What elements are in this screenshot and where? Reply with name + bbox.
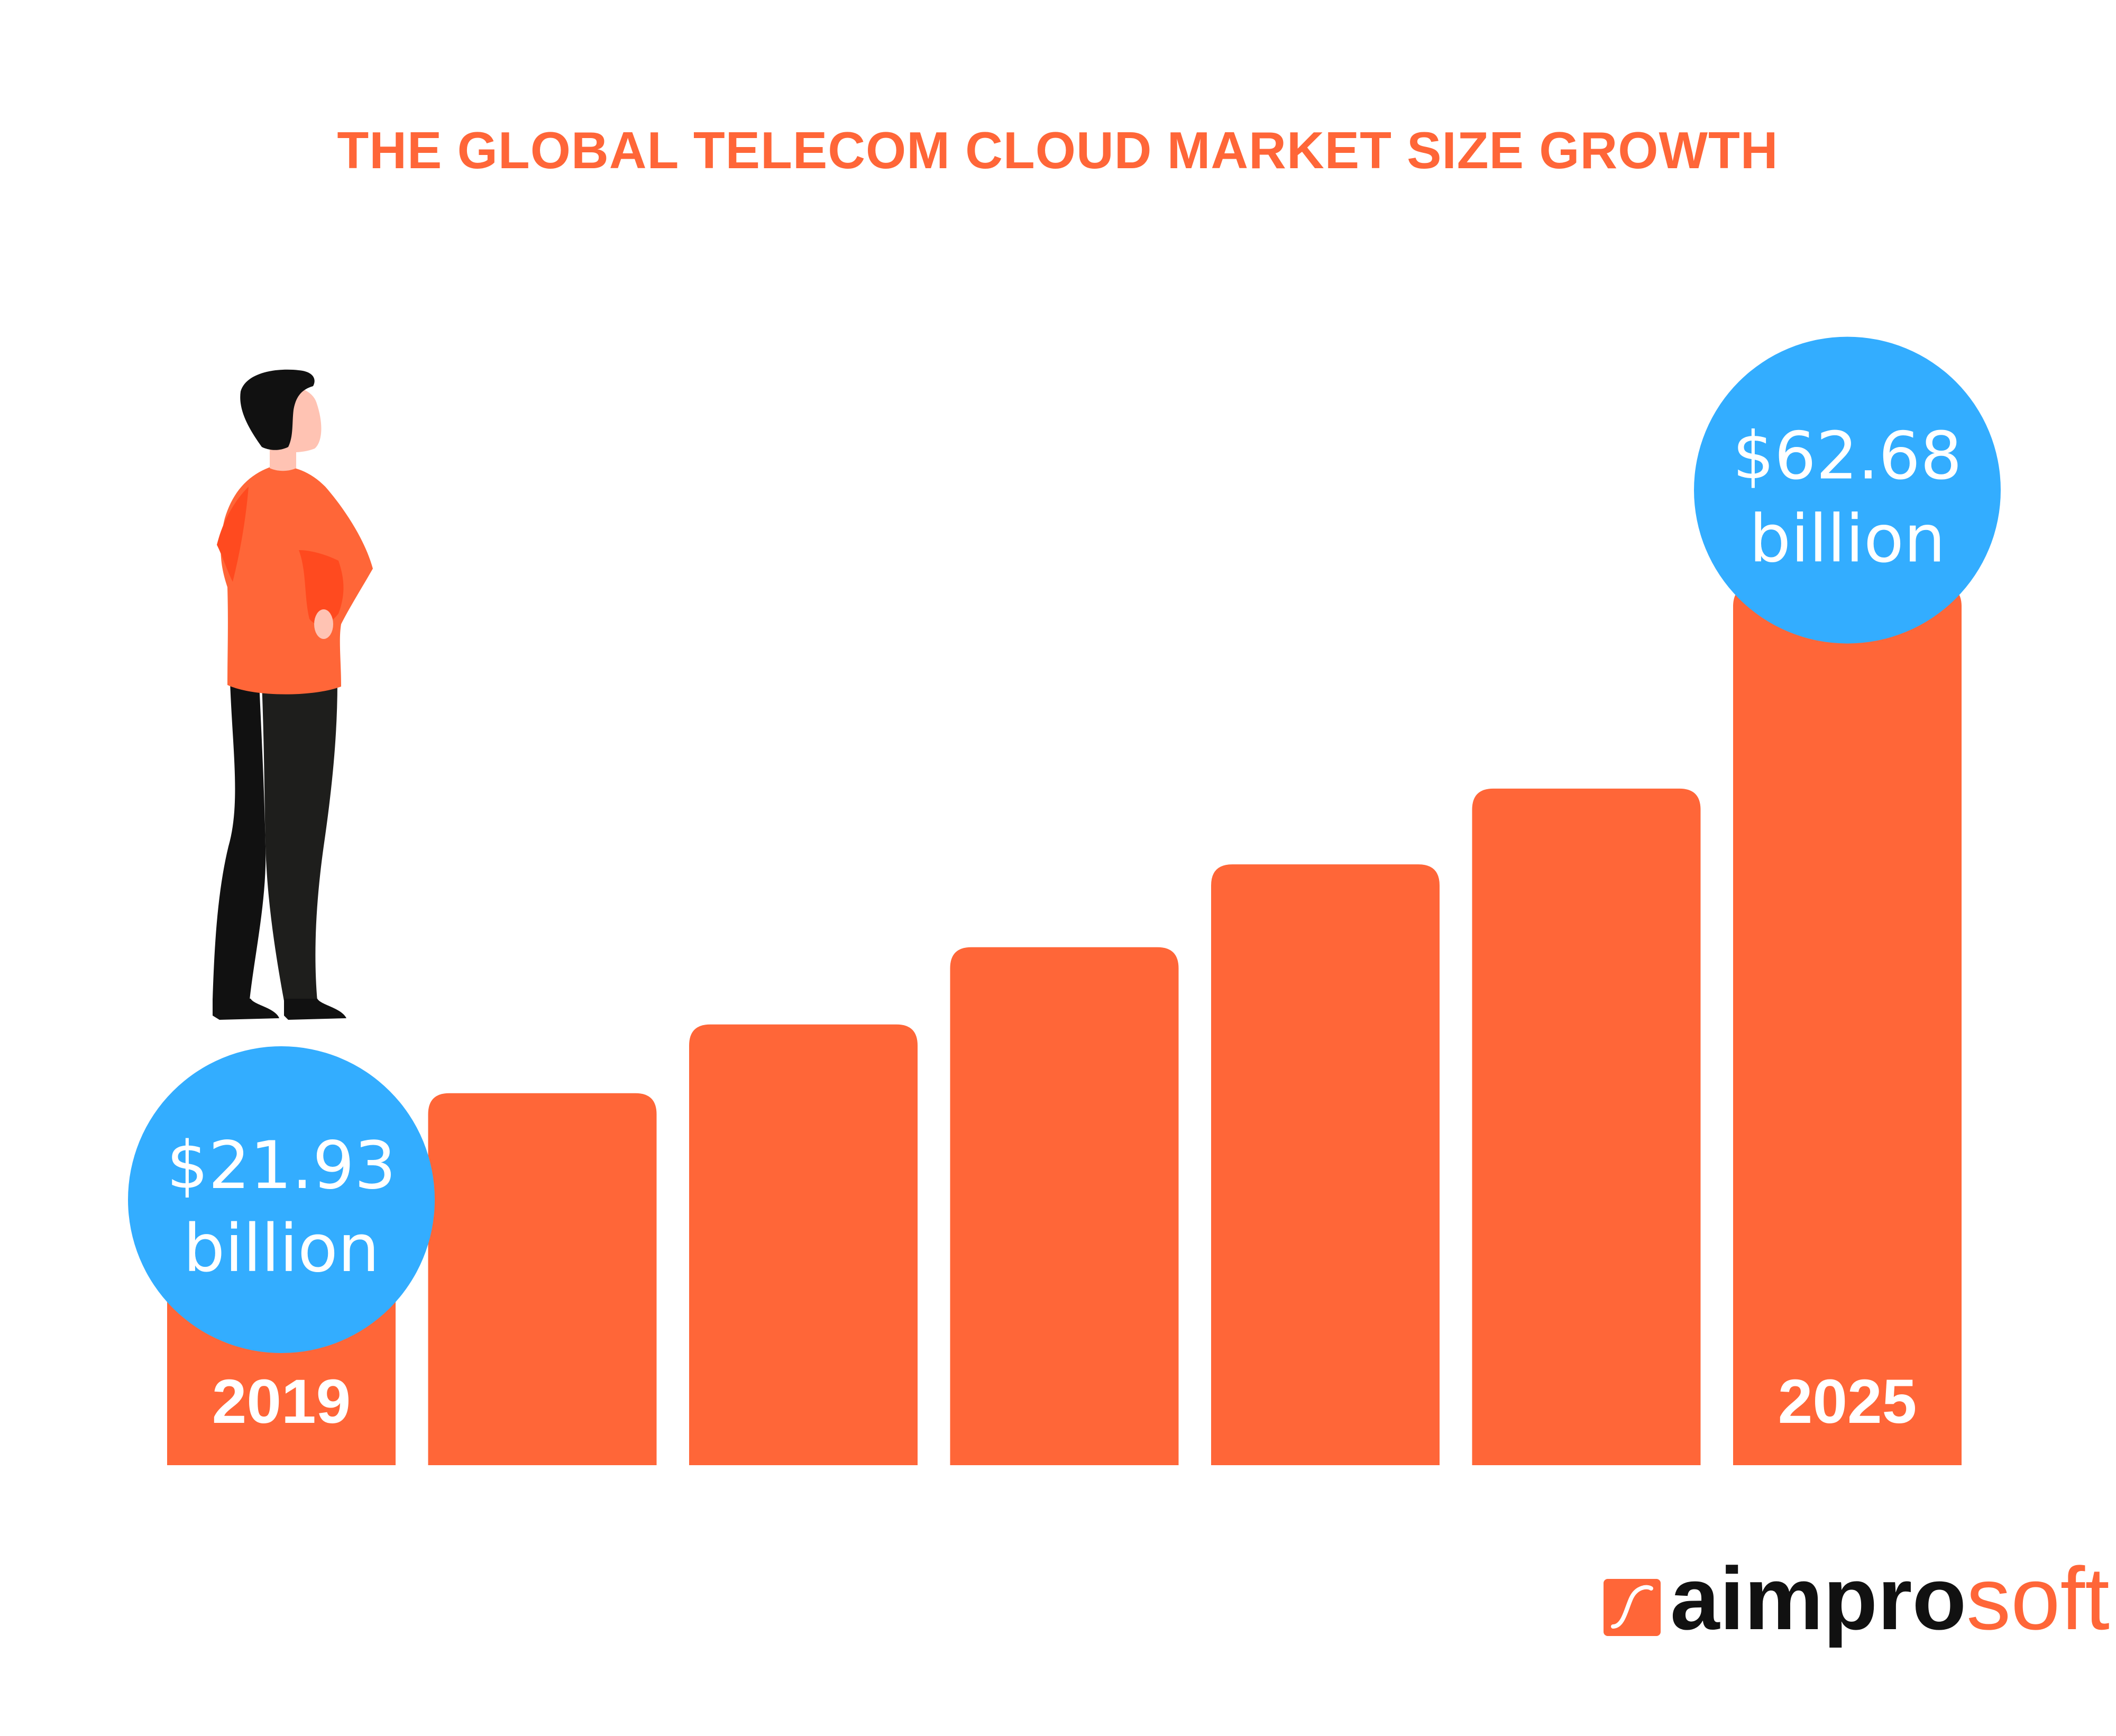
logo-text-suffix: soft xyxy=(1966,1549,2110,1648)
bubble-circle-2019 xyxy=(128,1046,435,1354)
person-arm xyxy=(299,550,344,625)
logo-mark xyxy=(1604,1579,1661,1636)
data-label-2019-amount: $21.93 xyxy=(167,1128,396,1204)
logo-text-prefix: aimpro xyxy=(1670,1549,1966,1648)
person-hand xyxy=(314,609,333,639)
person-back-shadow xyxy=(217,487,249,582)
person-left-shoe xyxy=(213,999,279,1020)
value-bubble-2019: $21.93 billion xyxy=(128,1046,435,1354)
chart-title: THE GLOBAL TELECOM CLOUD MARKET SIZE GRO… xyxy=(337,121,1778,179)
bar-series-2 xyxy=(428,1093,657,1465)
x-tick-label-2025: 2025 xyxy=(1778,1367,1917,1437)
svg-text:aimprosoft: aimprosoft xyxy=(1670,1549,2110,1648)
bar-2025 xyxy=(1733,585,1962,1465)
person-right-shoe xyxy=(284,999,346,1020)
bar-series-5 xyxy=(1211,864,1440,1465)
person-illustration xyxy=(213,369,373,1020)
person-left-leg xyxy=(213,682,266,1000)
bar-series-6 xyxy=(1472,788,1701,1465)
bars-group xyxy=(167,585,1962,1465)
person-shirt xyxy=(221,465,373,695)
data-label-2025-amount: $62.68 xyxy=(1733,418,1962,495)
logo-mark-swoosh xyxy=(1611,1585,1653,1629)
person-right-leg xyxy=(262,682,337,1001)
aimprosoft-logo: aimprosoft xyxy=(1604,1549,2110,1648)
value-bubble-2025: $62.68 billion xyxy=(1694,336,2001,644)
data-label-2019-unit: billion xyxy=(184,1211,380,1287)
bubble-circle-2025 xyxy=(1694,336,2001,644)
x-tick-label-2019: 2019 xyxy=(212,1367,351,1437)
bar-series-3 xyxy=(689,1024,918,1465)
person-hair xyxy=(240,369,315,450)
data-label-2025-unit: billion xyxy=(1749,501,1946,578)
bar-series-4 xyxy=(950,947,1179,1465)
